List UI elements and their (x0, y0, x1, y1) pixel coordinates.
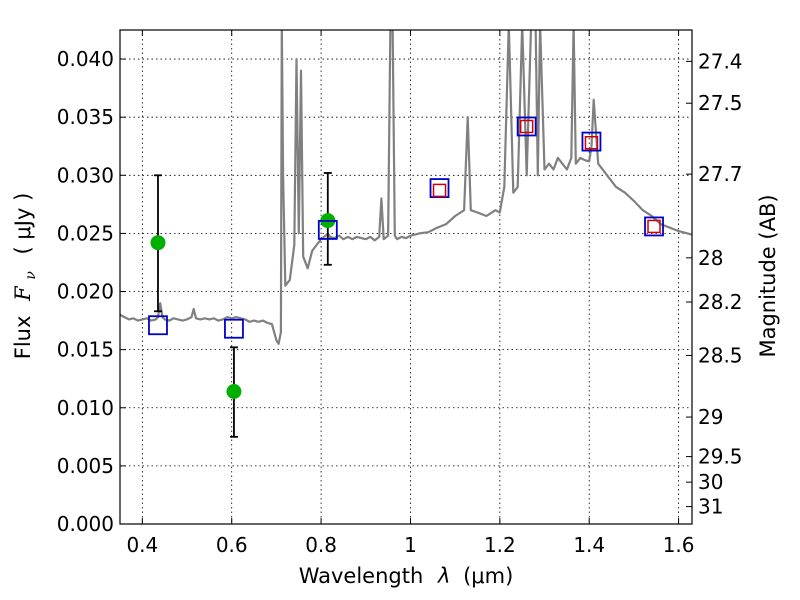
x-axis-label-symbol: λ (437, 564, 450, 588)
photometry-point (226, 383, 242, 399)
model-flux-square (644, 216, 664, 237)
observed-flux-square (432, 183, 447, 198)
y-tick-label: 0.005 (57, 454, 114, 478)
y-axis-label-symbol: F (11, 285, 35, 302)
model-flux-square (224, 318, 244, 339)
y-tick-label: 0.010 (57, 396, 114, 420)
model-flux-square (317, 220, 338, 240)
x-axis-label-unit: (μm) (463, 564, 513, 588)
x-tick-label: 0.4 (126, 533, 158, 557)
y2-tick-label: 28 (698, 246, 723, 270)
y-axis-label: Flux F ν ( μJy ) (11, 193, 40, 360)
y-tick-label: 0.035 (57, 105, 114, 129)
observed-flux-square (647, 219, 661, 234)
y2-tick-label: 31 (698, 495, 723, 519)
observed-flux-square (584, 135, 599, 150)
y2-tick-label: 28.2 (698, 290, 743, 314)
grid (120, 30, 692, 525)
y2-tick-label: 27.7 (698, 162, 743, 186)
x-tick-label: 0.6 (216, 533, 248, 557)
plot-area (120, 30, 692, 438)
x-axis-label-prefix: Wavelength (299, 564, 424, 588)
axis-ticks: 0.4 0.6 0.8 1 1.2 1.4 1.6 0.000 0.005 0.010 0.015 0… (57, 30, 743, 557)
model-flux-square (148, 315, 168, 336)
plot-frame (119, 29, 693, 525)
y2-tick-label: 27.5 (698, 91, 743, 115)
y-tick-label: 0.040 (57, 47, 114, 71)
y-axis-label-unit: ( μJy ) (11, 193, 35, 255)
y-tick-label: 0.020 (57, 280, 114, 304)
model-flux-square (516, 116, 537, 137)
x-axis-label: Wavelength λ (μm) (299, 564, 514, 588)
x-tick-label: 1.4 (573, 533, 605, 557)
y-tick-label: 0.025 (57, 221, 114, 245)
photometry-point (150, 235, 166, 251)
y-tick-label: 0.030 (57, 163, 114, 187)
y2-tick-label: 28.5 (698, 343, 743, 367)
x-tick-label: 1.6 (663, 533, 695, 557)
model-flux-square (581, 131, 602, 152)
y2-tick-label: 29 (698, 405, 723, 429)
spectrum-line (120, 30, 692, 345)
y-tick-label: 0.000 (57, 512, 114, 536)
y2-tick-label: 27.4 (698, 49, 743, 73)
x-tick-label: 1 (404, 533, 417, 557)
y2-tick-label: 29.5 (698, 445, 743, 469)
y2-tick-label: 30 (698, 470, 723, 494)
observed-flux-square (519, 119, 534, 134)
y-axis-label-prefix: Flux (11, 316, 35, 360)
y-tick-label: 0.015 (57, 338, 114, 362)
x-tick-label: 0.8 (305, 533, 337, 557)
y2-axis-label: Magnitude (AB) (756, 194, 780, 357)
x-tick-label: 1.2 (484, 533, 516, 557)
y-axis-label-subscript: ν (23, 271, 39, 280)
